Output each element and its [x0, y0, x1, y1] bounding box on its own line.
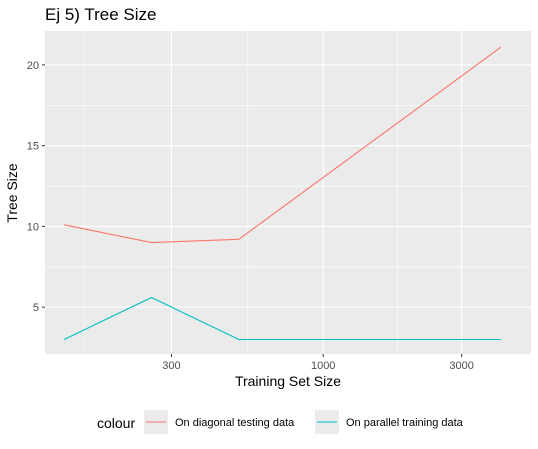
- plot-panel: [45, 31, 531, 354]
- y-tick-label: 20: [27, 60, 39, 72]
- chart-title: Ej 5) Tree Size: [45, 5, 157, 24]
- x-axis-title: Training Set Size: [235, 373, 341, 389]
- minor-gridlines: [45, 31, 531, 354]
- x-tick-label: 1000: [311, 360, 335, 372]
- x-tick-label: 300: [162, 360, 180, 372]
- legend-title: colour: [97, 415, 135, 431]
- x-tick-label: 3000: [449, 360, 473, 372]
- y-axis-title: Tree Size: [4, 163, 20, 223]
- major-gridlines: [45, 31, 531, 354]
- y-tick-label: 15: [27, 141, 39, 153]
- legend-label-parallel: On parallel training data: [346, 417, 464, 429]
- series-lines: [63, 46, 502, 341]
- series-line-parallel: [63, 296, 501, 341]
- y-tick-label: 5: [33, 302, 39, 314]
- series-line-diagonal: [63, 46, 502, 244]
- legend-label-diagonal: On diagonal testing data: [175, 417, 295, 429]
- legend: colour On diagonal testing data On paral…: [97, 410, 464, 434]
- x-axis-ticks: 300 1000 3000: [162, 354, 474, 372]
- y-tick-label: 10: [27, 221, 39, 233]
- y-axis-ticks: 5 10 15 20: [27, 60, 45, 314]
